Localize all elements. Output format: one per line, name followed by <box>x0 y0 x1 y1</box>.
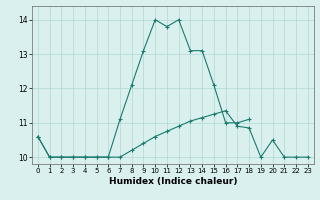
X-axis label: Humidex (Indice chaleur): Humidex (Indice chaleur) <box>108 177 237 186</box>
